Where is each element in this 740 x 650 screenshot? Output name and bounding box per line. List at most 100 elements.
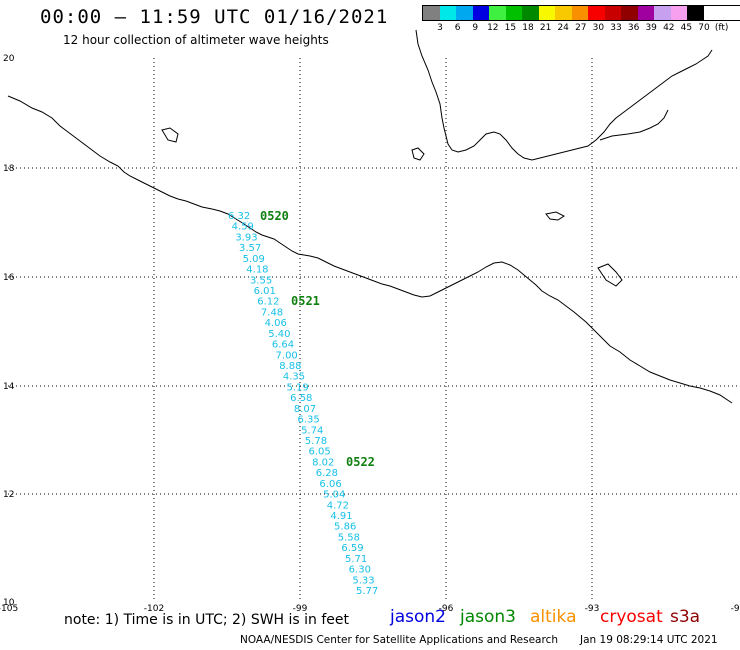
wave-height-value: 3.55 [250,275,272,286]
lagoon-guatemala [597,263,623,287]
satellite-label-jason2: jason2 [390,607,446,627]
timestamp-text: Jan 19 08:29:14 UTC 2021 [580,634,718,646]
legend-label: 3 [437,23,443,33]
wave-height-value: 6.30 [349,565,371,576]
legend-label: 36 [627,23,640,33]
legend-swatch [637,6,654,20]
wave-height-value: 7.48 [261,307,283,318]
island-chacahua [411,147,425,161]
legend-color-bar [422,5,740,21]
wave-height-value: 6.59 [341,543,363,554]
legend-swatch [687,6,704,20]
legend-swatch [456,6,473,20]
wave-height-value: 6.05 [308,447,330,458]
wave-height-value: 4.35 [283,372,305,383]
graticule: 20 18 16 14 12 10-105 -102 -99 -96 -93 -90 [0,54,740,614]
legend-label: 33 [610,23,622,33]
legend-swatch [472,6,489,20]
coastline-pacific-mexico [7,95,733,404]
map-subtitle: 12 hour collection of altimeter wave hei… [63,33,329,47]
wave-height-value: 4.18 [246,265,268,276]
track-time-label: 0522 [346,455,375,469]
wave-height-value: 8.07 [294,404,316,415]
satellite-label-altika: altika [530,607,577,627]
legend-swatch [423,6,440,20]
lat-label: 10 [3,598,15,608]
island-caribbean [545,211,565,221]
legend-label: 39 [645,23,657,33]
legend-swatch [654,6,671,20]
legend-label: 30 [592,23,605,33]
lat-label: 20 [3,54,15,64]
wave-height-value: 4.72 [327,500,349,511]
legend-label: 12 [487,23,499,33]
wave-height-value: 6.01 [254,286,276,297]
wave-height-value: 4.06 [265,318,287,329]
legend-labels: 3 6 9 12 15 18 21 24 27 30 33 36 39 42 45 70 (ft) [422,21,740,35]
wave-height-value: 6.58 [290,393,312,404]
lat-label: 18 [3,164,15,174]
legend-swatch [439,6,456,20]
island-mainland-bay [161,127,179,143]
lon-label: -105 [0,604,18,614]
track-time-label: 0520 [260,209,289,223]
satellite-label-s3a: s3a [670,607,701,627]
track-time-label: 0521 [291,294,320,308]
satellite-label-jason3: jason3 [460,607,516,627]
wave-height-value: 6.28 [316,468,338,479]
wave-height-value: 5.04 [323,490,345,501]
map-frame [8,58,738,602]
legend-label: 21 [539,23,552,33]
wave-height-value: 3.93 [235,232,257,243]
legend-swatch [538,6,555,20]
wave-height-value: 6.06 [319,479,341,490]
legend-label: 15 [504,23,517,33]
wave-height-value: 5.33 [352,575,374,586]
wave-height-value: 6.12 [257,297,279,308]
legend-swatch [489,6,506,20]
map-title: 00:00 – 11:59 UTC 01/16/2021 [40,6,389,28]
lon-label: -96 [439,604,454,614]
legend-swatch [588,6,605,20]
legend-label: 42 [663,23,675,33]
legend-label: 45 [680,23,693,33]
legend-swatch [621,6,638,20]
lat-label: 16 [3,273,15,283]
wave-height-value: 5.40 [268,329,290,340]
legend-swatch [522,6,539,20]
wave-height-value: 3.57 [239,243,261,254]
wave-height-value: 8.02 [312,457,334,468]
legend-label: 9 [472,23,479,33]
legend-swatch [604,6,621,20]
coastline-yucatan [599,109,669,141]
wave-height-value: 7.00 [276,350,298,361]
legend-label: 18 [522,23,534,33]
coastline [7,29,733,404]
legend-swatch [505,6,522,20]
wave-height-value: 5.86 [334,522,356,533]
lon-label: -93 [585,604,600,614]
color-legend: 3 6 9 12 15 18 21 24 27 30 33 36 39 42 45 70 (ft) [422,5,740,35]
wave-height-value: 5.78 [305,436,327,447]
legend-label: (ft) [714,23,729,33]
wave-height-value: 6.64 [272,340,294,351]
lon-label: -99 [293,604,308,614]
wave-height-value: 4.91 [330,511,352,522]
lon-label: -90 [731,604,740,614]
footer-note: note: 1) Time is in UTC; 2) SWH is in fe… [64,612,350,628]
lat-label: 14 [3,382,15,392]
legend-swatch [555,6,572,20]
wave-height-value: 6.32 [228,211,250,222]
altimeter-track: 6.324.593.933.575.094.183.556.016.127.48… [228,211,378,597]
wave-height-value: 8.88 [279,361,301,372]
wave-height-value: 5.74 [301,425,323,436]
legend-label: 6 [454,23,461,33]
legend-label: 24 [557,23,569,33]
legend-label: 70 [698,23,710,33]
wave-height-value: 4.59 [232,222,254,233]
lat-label: 12 [3,490,14,500]
coastline-gulf-mexico [415,29,713,161]
lon-label: -102 [144,604,164,614]
legend-swatch [670,6,687,20]
